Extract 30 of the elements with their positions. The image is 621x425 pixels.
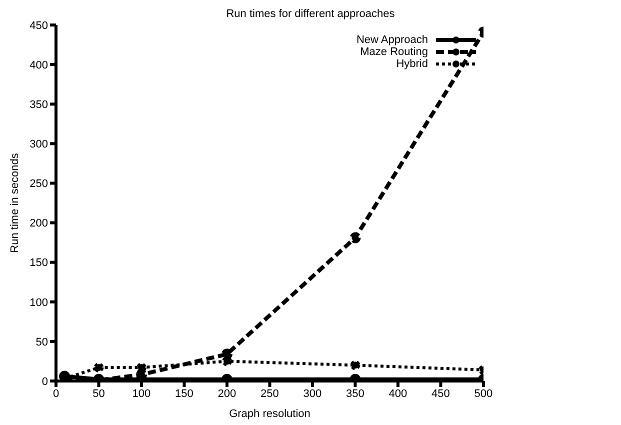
y-tick-label: 50 [36, 336, 48, 348]
y-tick-label: 0 [42, 376, 48, 388]
point [222, 356, 232, 366]
x-tick-label: 250 [260, 388, 279, 400]
x-tick-label: 400 [388, 388, 408, 400]
x-tick-label: 100 [132, 388, 151, 400]
x-tick-label: 0 [52, 388, 60, 400]
x-tick-label: 200 [218, 388, 236, 400]
legend-label: New Approach [356, 34, 428, 46]
y-tick-label: 350 [30, 99, 48, 112]
x-axis-title: Graph resolution [229, 408, 310, 420]
y-tick-label: 200 [30, 218, 48, 230]
legend-label: Maze Routing [360, 46, 428, 58]
y-tick-label: 100 [30, 296, 48, 309]
y-axis-title: Run time in seconds [8, 152, 21, 253]
x-tick-label: 50 [92, 388, 105, 400]
y-tick-label: 250 [30, 178, 48, 190]
x-tick-label: 150 [175, 388, 194, 400]
y-tick-label: 400 [30, 59, 48, 72]
point [221, 348, 232, 360]
y-tick-label: 450 [30, 20, 48, 32]
x-tick-label: 350 [346, 388, 364, 400]
chart-title: Run times for different approaches [225, 8, 396, 20]
x-tick-label: 450 [432, 388, 450, 400]
y-tick-label: 150 [30, 257, 48, 270]
point [94, 362, 104, 373]
x-tick-label: 300 [303, 388, 322, 400]
y-tick-label: 300 [30, 138, 48, 151]
legend-label: Hybrid [396, 58, 428, 70]
x-tick-label: 500 [474, 388, 493, 400]
